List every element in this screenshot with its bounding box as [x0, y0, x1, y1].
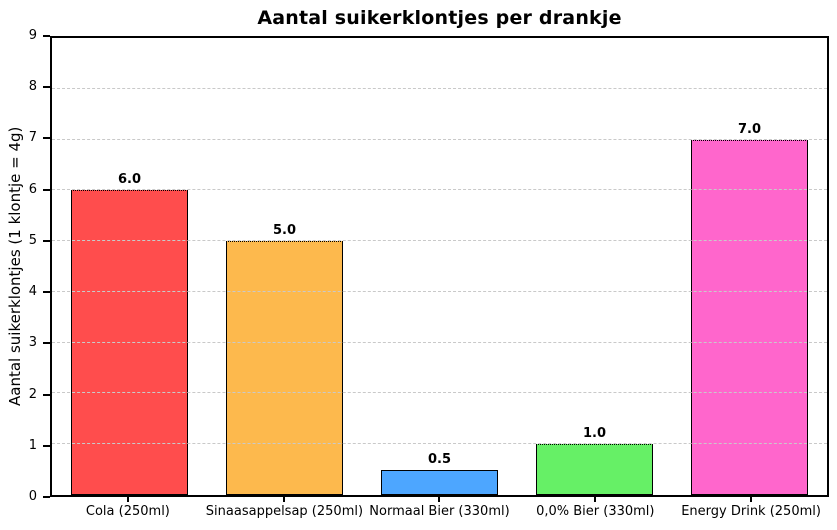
y-tick-mark [43, 291, 50, 294]
y-tick-label: 8 [28, 79, 37, 95]
bar-value-label: 6.0 [117, 172, 141, 188]
x-tick-slot: 0,0% Bier (330ml) [517, 497, 673, 527]
x-tick-mark [594, 497, 597, 502]
bar-slot: 0.5 [362, 38, 517, 495]
x-tick-slot: Energy Drink (250ml) [673, 497, 829, 527]
gridline-y4 [52, 290, 827, 292]
y-tick-mark [43, 35, 50, 37]
y-tick-label: 7 [28, 130, 37, 146]
y-axis: 0 1 2 3 4 5 6 7 8 9 [0, 28, 50, 504]
y-tick-mark [43, 342, 50, 345]
y-tick-mark [43, 188, 50, 191]
y-tick-label: 2 [28, 386, 37, 402]
x-tick-slot: Cola (250ml) [50, 497, 206, 527]
bar-slot: 5.0 [207, 38, 362, 495]
y-tick-mark [43, 444, 50, 447]
x-tick-mark [126, 497, 129, 502]
y-tick-mark [43, 86, 50, 89]
y-tick-mark [43, 137, 50, 140]
bar-value-label: 1.0 [582, 426, 606, 442]
y-tick-label: 4 [28, 284, 37, 300]
gridline-y2 [52, 392, 827, 394]
x-tick-mark [438, 497, 441, 502]
y-tick-mark [43, 239, 50, 242]
x-tick-slot: Sinaasappelsap (250ml) [205, 497, 364, 527]
gridline-y3 [52, 341, 827, 343]
y-tick-label: 6 [28, 181, 37, 197]
x-tick-label: 0,0% Bier (330ml) [536, 504, 655, 519]
bar-0-0-bier-330ml: 1.0 [535, 426, 654, 495]
y-tick-label: 5 [28, 232, 37, 248]
bar-value-label: 5.0 [272, 223, 296, 239]
x-tick-label: Cola (250ml) [85, 504, 170, 519]
bar-normaal-bier-330ml: 0.5 [380, 452, 499, 495]
bar-cola-250ml: 6.0 [70, 172, 189, 495]
bar-energy-drink-250ml: 7.0 [690, 122, 809, 495]
bar-slot: 1.0 [517, 38, 672, 495]
gridline-y7 [52, 138, 827, 140]
x-tick-label: Sinaasappelsap (250ml) [205, 504, 364, 519]
gridline-y6 [52, 189, 827, 191]
x-tick-label: Normaal Bier (330ml) [369, 504, 510, 519]
x-tick-slot: Normaal Bier (330ml) [362, 497, 518, 527]
y-tick-label: 9 [28, 28, 37, 43]
plot-area: 6.0 5.0 0.5 1.0 7.0 [50, 36, 829, 497]
x-tick-label: Energy Drink (250ml) [681, 504, 821, 519]
y-tick-label: 3 [28, 335, 37, 351]
bar-slot: 6.0 [52, 38, 207, 495]
gridline-y1 [52, 443, 827, 445]
bars-container: 6.0 5.0 0.5 1.0 7.0 [52, 38, 827, 495]
gridline-y5 [52, 240, 827, 242]
chart-title: Aantal suikerklontjes per drankje [257, 7, 622, 29]
y-tick-mark [43, 393, 50, 396]
y-tick-label: 1 [28, 437, 37, 453]
bar-value-label: 0.5 [427, 451, 451, 467]
x-tick-mark [282, 497, 285, 502]
gridline-y8 [52, 87, 827, 89]
y-tick-label: 0 [28, 489, 37, 504]
x-tick-mark [750, 497, 753, 502]
bar-sinaasappelsap-250ml: 5.0 [225, 223, 344, 495]
x-axis: Cola (250ml) Sinaasappelsap (250ml) Normaa… [50, 497, 829, 527]
bar-slot: 7.0 [672, 38, 827, 495]
bar-value-label: 7.0 [737, 121, 761, 137]
y-tick-mark [43, 496, 50, 498]
